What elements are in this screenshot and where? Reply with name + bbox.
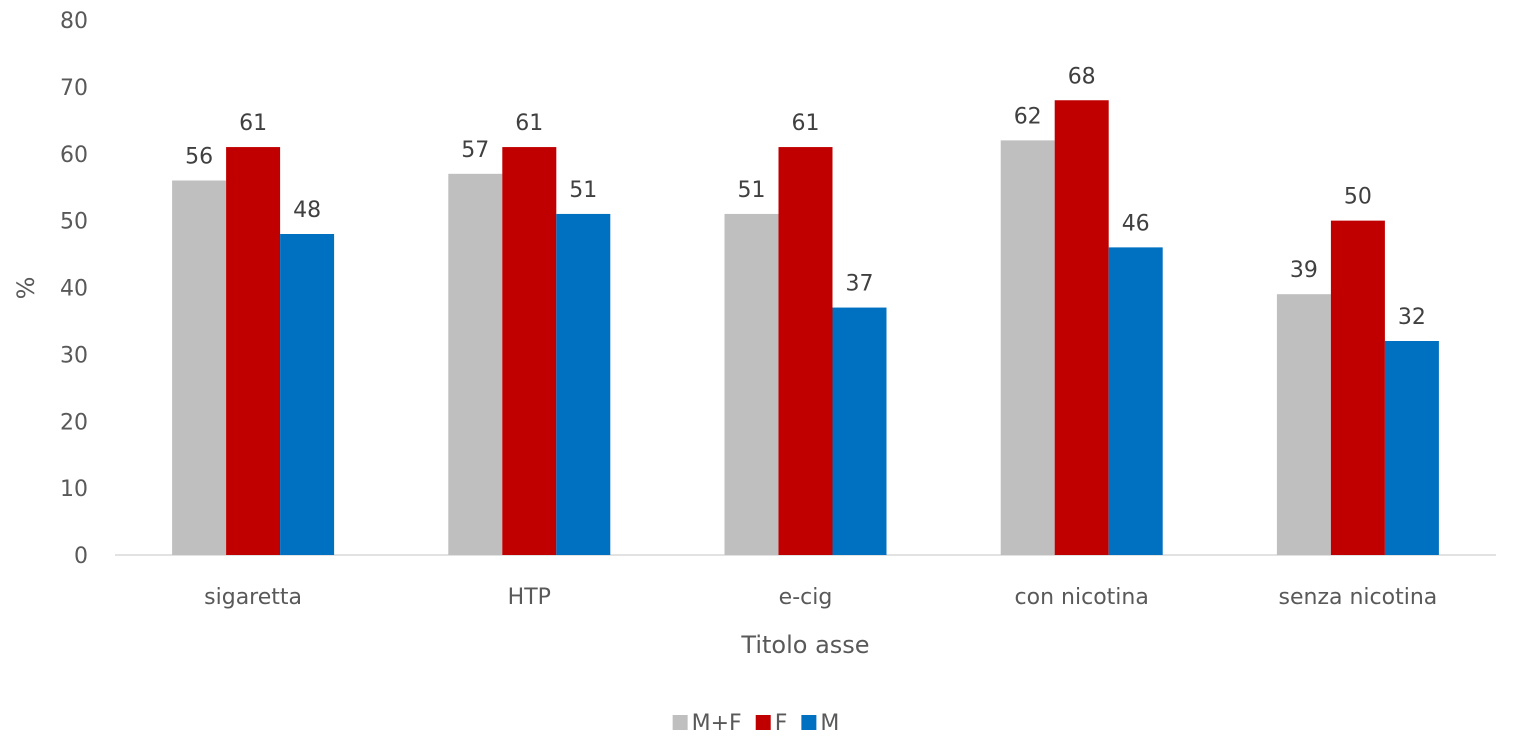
data-label: 57 — [461, 138, 489, 163]
data-label: 51 — [738, 178, 766, 203]
x-tick-label: senza nicotina — [1279, 585, 1438, 610]
y-tick-label: 50 — [60, 210, 88, 235]
bar-m-f-4 — [1276, 294, 1331, 555]
data-label: 37 — [846, 272, 874, 297]
bar-m-f-3 — [1000, 140, 1055, 555]
legend-label: M — [820, 711, 839, 736]
legend-swatch — [672, 715, 688, 730]
data-label: 61 — [792, 111, 820, 136]
x-tick-label: sigaretta — [204, 585, 302, 610]
bars — [172, 100, 1439, 555]
legend-swatch — [755, 715, 771, 730]
data-label: 62 — [1014, 104, 1042, 129]
y-tick-label: 20 — [60, 410, 88, 435]
data-label: 68 — [1068, 64, 1096, 89]
legend-item: F — [755, 711, 788, 736]
x-tick-label: con nicotina — [1015, 585, 1149, 610]
data-label: 61 — [515, 111, 543, 136]
data-label: 48 — [293, 198, 321, 223]
y-axis-title: % — [12, 277, 40, 300]
bar-m-f-0 — [172, 180, 227, 555]
y-tick-label: 30 — [60, 343, 88, 368]
data-label: 32 — [1398, 305, 1426, 330]
bar-m-f-1 — [448, 173, 503, 555]
data-label: 56 — [185, 145, 213, 170]
bar-m-2 — [832, 307, 887, 555]
bar-m-f-2 — [724, 213, 779, 555]
data-label: 39 — [1290, 258, 1318, 283]
y-tick-label: 40 — [60, 277, 88, 302]
legend-item: M+F — [672, 711, 742, 736]
y-tick-label: 60 — [60, 143, 88, 168]
data-label: 46 — [1122, 211, 1150, 236]
legend-label: F — [775, 711, 788, 736]
data-label: 51 — [569, 178, 597, 203]
y-tick-label: 0 — [74, 544, 88, 569]
legend-label: M+F — [692, 711, 742, 736]
bar-f-1 — [502, 147, 557, 555]
x-tick-label: e-cig — [779, 585, 833, 610]
bar-m-0 — [280, 234, 335, 555]
data-label: 50 — [1344, 185, 1372, 210]
bar-f-3 — [1054, 100, 1109, 555]
bar-m-3 — [1108, 247, 1163, 555]
legend-swatch — [801, 715, 817, 730]
legend: M+F F M — [672, 711, 839, 736]
data-label: 61 — [239, 111, 267, 136]
bar-f-0 — [226, 147, 281, 555]
y-axis-ticks: 0 10 20 30 40 50 60 70 80 — [60, 9, 88, 569]
legend-item: M — [801, 711, 839, 736]
data-labels: 56 61 48 57 61 51 51 61 37 62 68 46 39 50 32 — [185, 64, 1426, 330]
bar-m-1 — [556, 213, 611, 555]
x-axis-ticks: sigaretta HTP e-cig con nicotina senza nicot… — [204, 585, 1437, 610]
y-tick-label: 10 — [60, 477, 88, 502]
bar-f-2 — [778, 147, 833, 555]
x-tick-label: HTP — [508, 585, 551, 610]
bar-f-4 — [1330, 220, 1385, 555]
x-axis-title: Titolo asse — [740, 631, 869, 659]
y-tick-label: 80 — [60, 9, 88, 34]
y-tick-label: 70 — [60, 76, 88, 101]
bar-m-4 — [1384, 341, 1439, 555]
